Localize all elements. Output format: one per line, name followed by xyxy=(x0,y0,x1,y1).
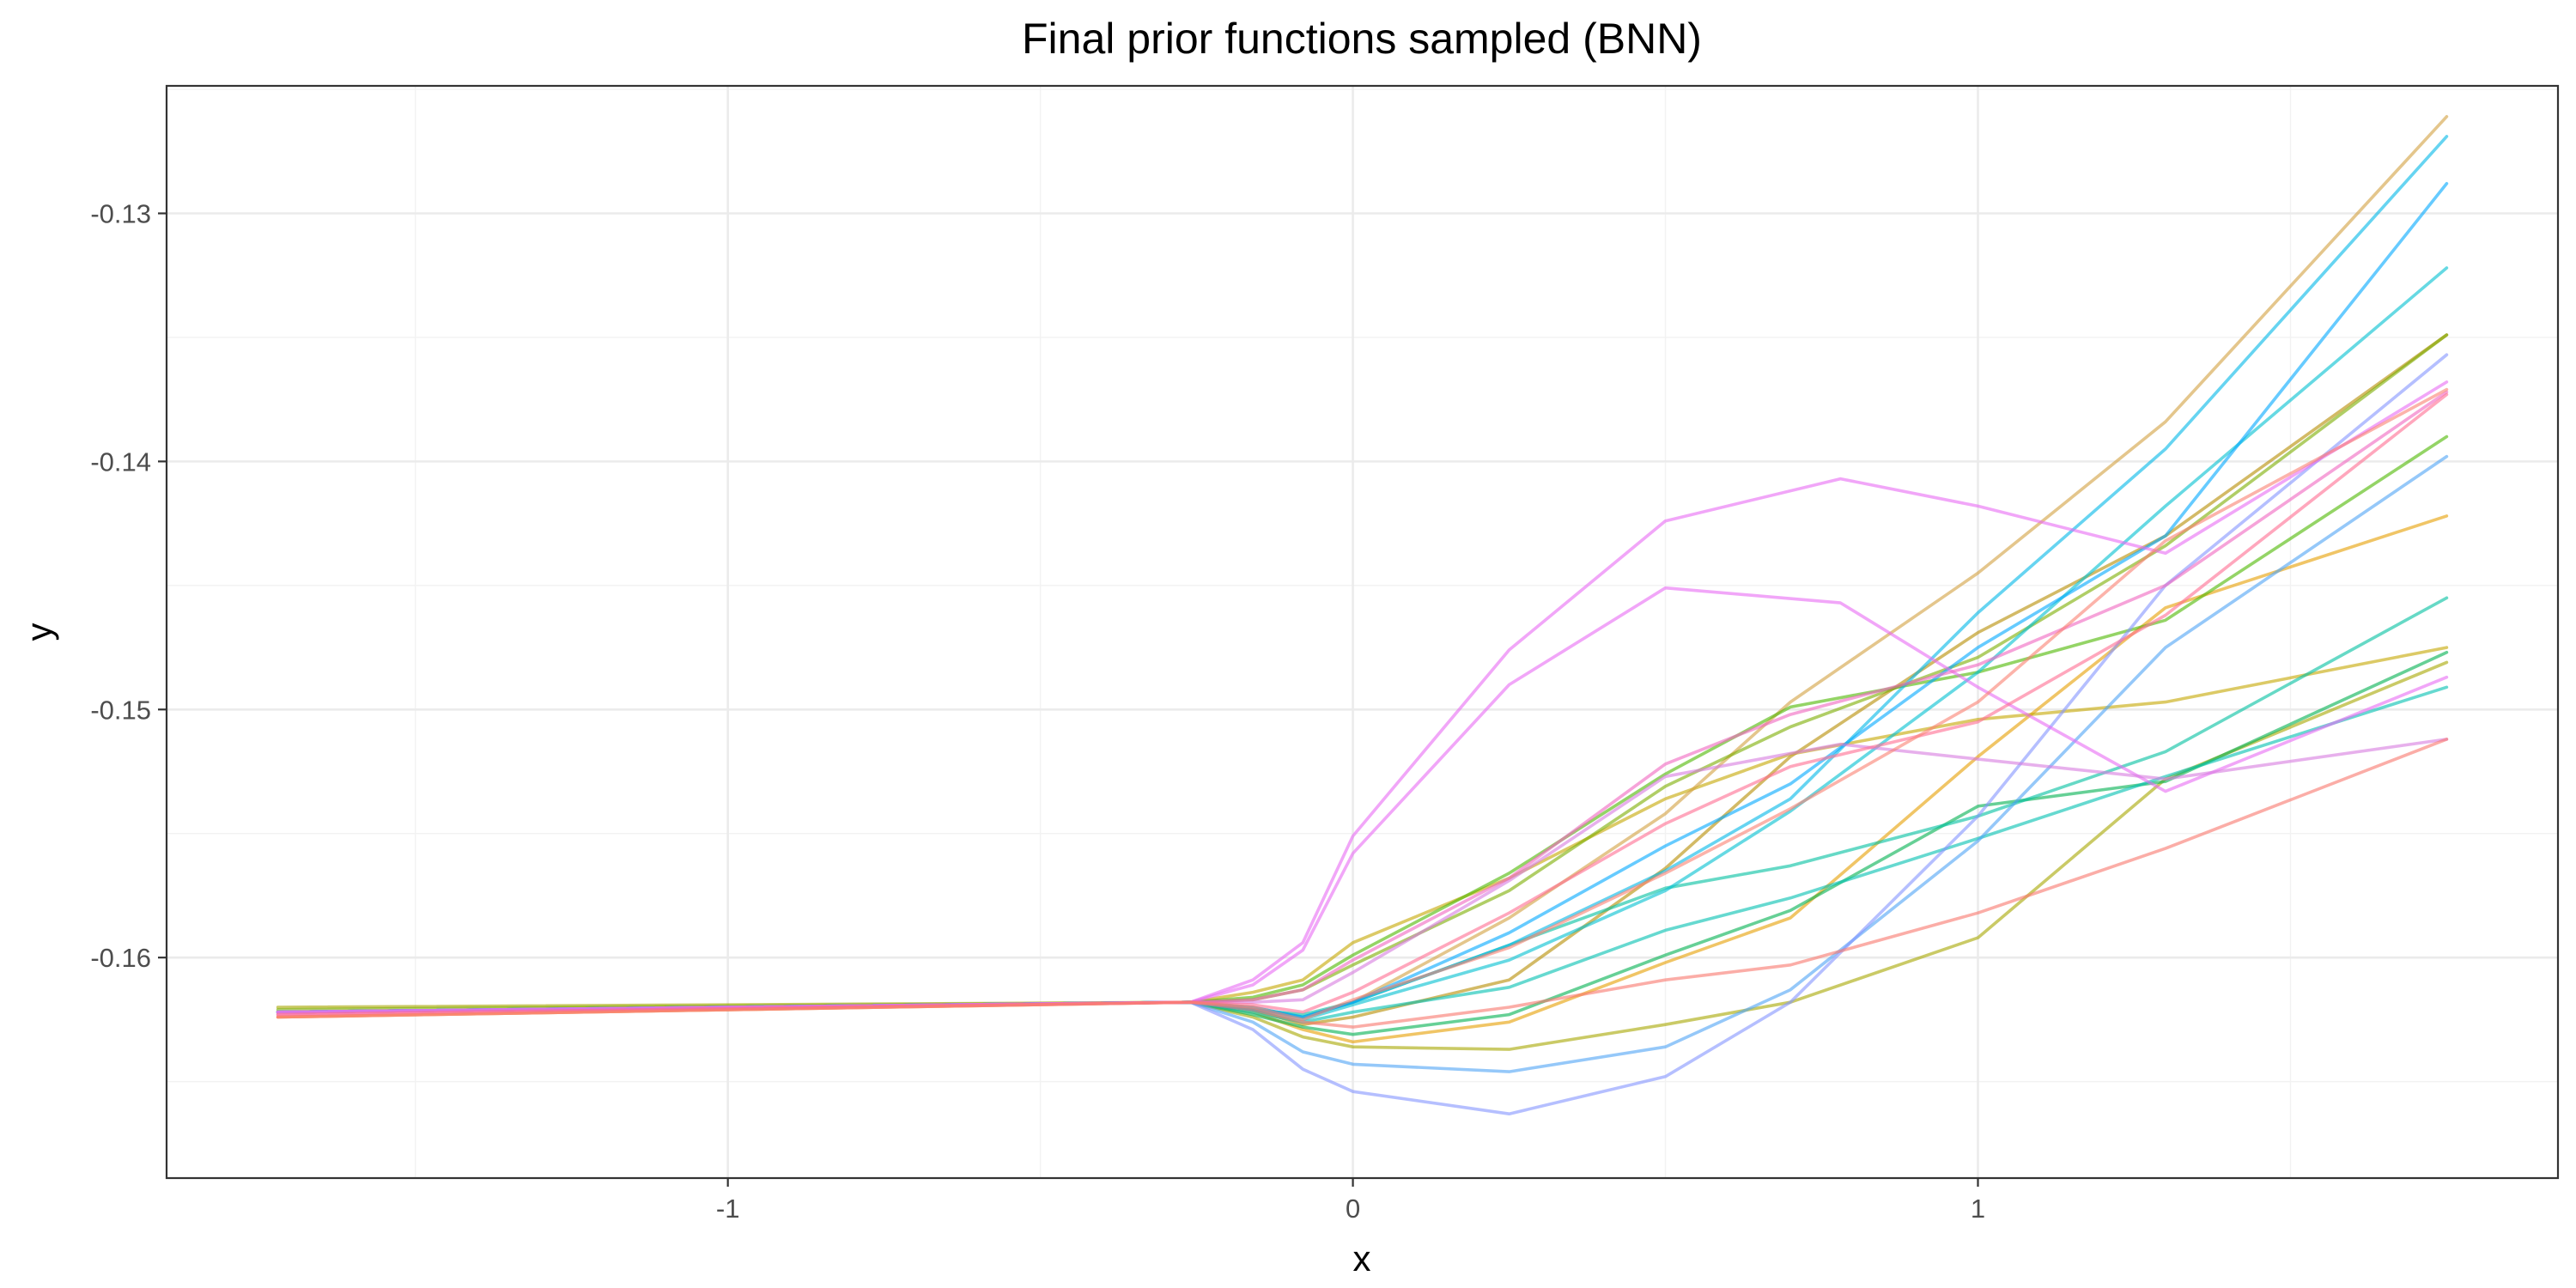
x-axis-label: x xyxy=(1353,1238,1371,1279)
series-line-10 xyxy=(276,685,2449,1024)
series-line-22 xyxy=(276,387,2449,1022)
y-tick-label: -0.15 xyxy=(90,695,151,725)
series-line-21 xyxy=(276,738,2449,1029)
y-axis-label: y xyxy=(19,623,59,641)
series-line-16 xyxy=(276,380,2449,1014)
major-gridlines xyxy=(167,86,2558,1178)
x-tick-label: -1 xyxy=(716,1194,740,1224)
plot-panel-border xyxy=(165,84,2560,1180)
series-line-18 xyxy=(276,738,2449,1014)
series-line-7 xyxy=(276,434,2449,1014)
y-tick-label: -0.13 xyxy=(90,198,151,228)
series-line-15 xyxy=(276,353,2449,1115)
series-line-20 xyxy=(276,392,2449,1017)
minor-gridlines xyxy=(167,86,2558,1178)
y-tick-label: -0.14 xyxy=(90,447,151,477)
series-line-3 xyxy=(276,660,2449,1051)
x-axis-ticks: -1 0 1 xyxy=(716,1178,1985,1224)
series-line-19 xyxy=(276,390,2449,1017)
series-line-17 xyxy=(276,586,2449,1014)
series-lines xyxy=(276,115,2449,1115)
series-line-8 xyxy=(276,650,2449,1036)
series-line-14 xyxy=(276,454,2449,1073)
y-axis-ticks: -0.16 -0.15 -0.14 -0.13 xyxy=(90,198,167,973)
x-tick-label: 1 xyxy=(1971,1194,1985,1224)
x-tick-label: 0 xyxy=(1346,1194,1360,1224)
chart-title: Final prior functions sampled (BNN) xyxy=(1022,15,1702,63)
y-tick-label: -0.16 xyxy=(90,943,151,973)
